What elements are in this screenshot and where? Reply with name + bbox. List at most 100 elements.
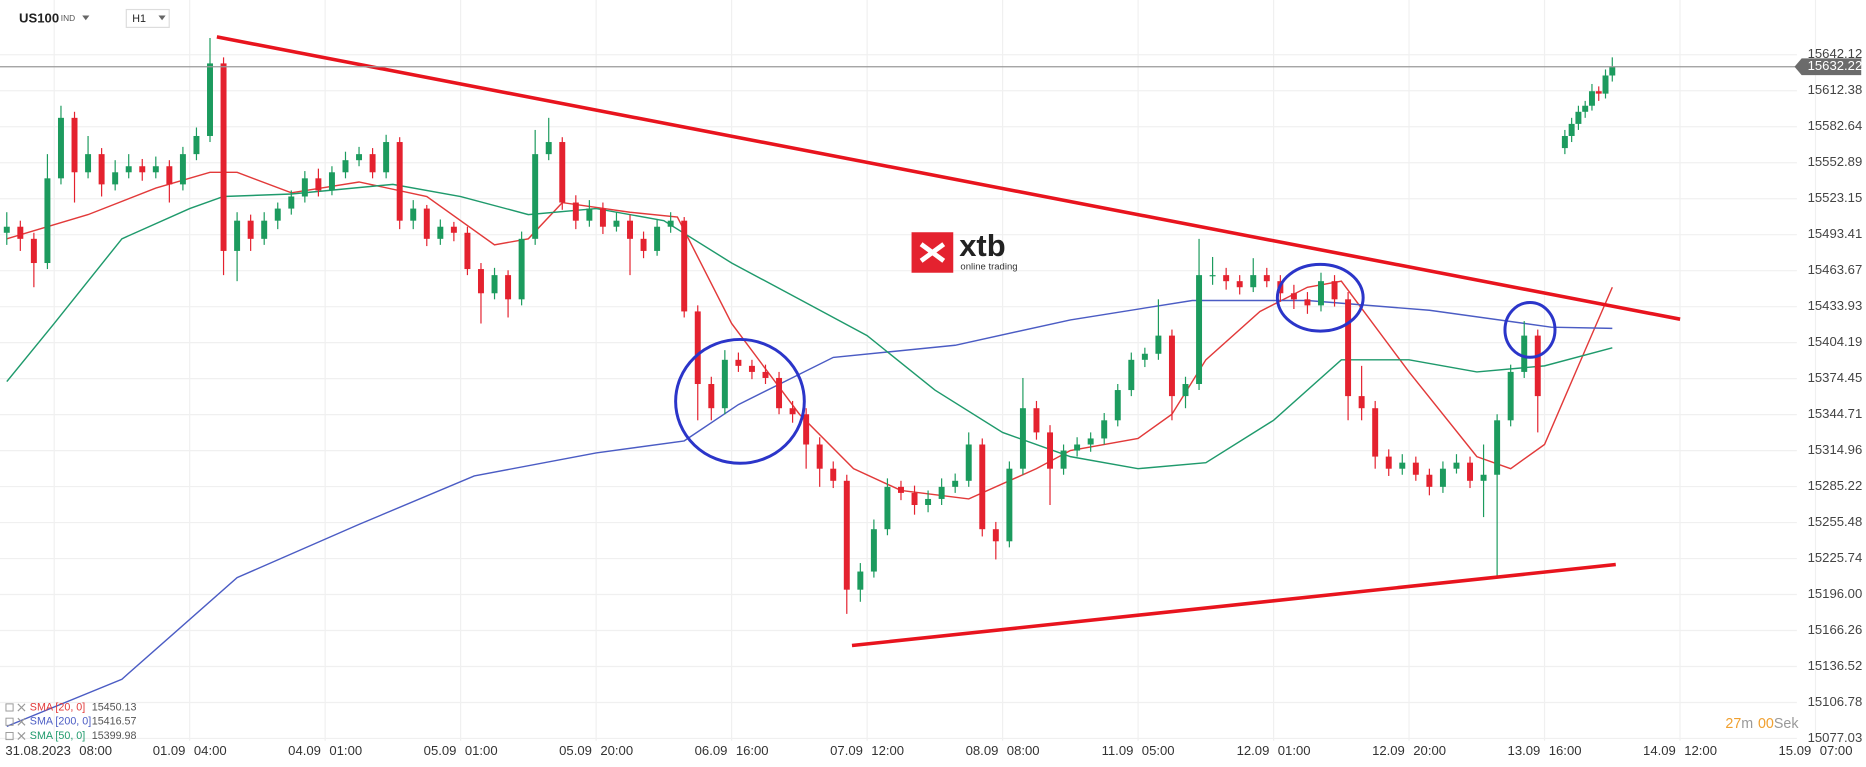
- candle-body: [505, 275, 512, 300]
- x-tick-label: 14.09 12:00: [1643, 743, 1717, 758]
- candle-body: [1372, 408, 1379, 457]
- x-tick-label: 01.09 04:00: [153, 743, 227, 758]
- y-tick-label: 15077.03: [1808, 730, 1863, 745]
- candle-body: [559, 142, 566, 203]
- legend-icon: [5, 717, 14, 726]
- legend-remove: [17, 717, 26, 726]
- candle-body: [3, 226, 10, 233]
- candle-body: [572, 202, 579, 221]
- y-tick-label: 15582.64: [1808, 118, 1863, 133]
- x-tick-label: 06.09 16:00: [695, 743, 769, 758]
- candle-body: [1345, 299, 1352, 397]
- candle-body: [1141, 353, 1148, 360]
- dropdown-arrow[interactable]: [158, 15, 166, 21]
- candle-body: [396, 142, 403, 221]
- timer: 27m 00Sek: [1725, 716, 1799, 732]
- x-tick-label: 05.09 20:00: [559, 743, 633, 758]
- candle-body: [1595, 91, 1602, 94]
- timer-text: 27m 00Sek: [1725, 716, 1799, 732]
- candle-body: [410, 208, 417, 221]
- candle-body: [1060, 450, 1067, 469]
- candle-body: [1521, 335, 1528, 372]
- indicators: [6, 171, 1613, 728]
- sma-line: [6, 299, 1613, 728]
- candle-body: [1453, 462, 1460, 469]
- y-tick-label: 15404.19: [1808, 334, 1863, 349]
- candle-body: [220, 63, 227, 251]
- candle-body: [667, 220, 674, 227]
- candle-body: [356, 154, 363, 161]
- x-tick-label: 08.09 08:00: [966, 743, 1040, 758]
- candle-body: [288, 196, 295, 209]
- x-tick-label: 31.08.2023 08:00: [5, 743, 112, 758]
- legend-name: SMA [200, 0]: [30, 716, 91, 728]
- dropdown-arrow[interactable]: [82, 15, 90, 21]
- sma-line: [6, 183, 1613, 470]
- candle-body: [125, 166, 132, 173]
- legend-value: 15416.57: [92, 716, 137, 728]
- y-tick-label: 15255.48: [1808, 514, 1863, 529]
- logo: xtb online trading: [911, 228, 1018, 273]
- candle-body: [450, 226, 457, 233]
- timeframe-box[interactable]: [125, 8, 170, 28]
- candle-body: [1168, 335, 1175, 397]
- candle-body: [748, 365, 755, 372]
- candle-body: [545, 142, 552, 155]
- candle-body: [1019, 408, 1026, 469]
- candle-body: [627, 220, 633, 239]
- candle-body: [938, 486, 945, 499]
- candle-body: [1575, 111, 1582, 124]
- market: IND: [61, 13, 75, 23]
- candle-body: [369, 154, 376, 173]
- x-tick-label: 11.09 05:00: [1102, 743, 1175, 758]
- candle-body: [654, 226, 661, 251]
- candle-body: [1399, 462, 1406, 469]
- candle-body: [816, 444, 823, 469]
- candle-body: [613, 220, 620, 227]
- symbol[interactable]: US100: [19, 11, 59, 26]
- candle-body: [207, 63, 213, 136]
- candle-body: [85, 154, 92, 173]
- candle-body: [112, 172, 119, 185]
- candles: [3, 37, 1616, 614]
- candle-body: [1331, 281, 1338, 300]
- legend-name: SMA [20, 0]: [30, 701, 85, 713]
- candle-body: [762, 371, 769, 378]
- candle-body: [1128, 359, 1135, 391]
- candle-body: [57, 117, 64, 179]
- candle-body: [1412, 462, 1419, 475]
- candle-body: [1318, 281, 1324, 306]
- highlight-circle: [1275, 262, 1365, 333]
- candle-body: [1507, 371, 1514, 421]
- candle-body: [911, 492, 918, 505]
- candle-body: [383, 142, 390, 173]
- candle-body: [247, 220, 254, 239]
- candle-body: [166, 166, 173, 185]
- candle-body: [423, 208, 430, 239]
- candle-body: [71, 117, 78, 173]
- x-tick-label: 07.09 12:00: [830, 743, 904, 758]
- candle-body: [830, 468, 837, 481]
- candle-body: [491, 275, 498, 294]
- timeframe[interactable]: H1: [132, 13, 146, 25]
- candle-body: [884, 486, 891, 530]
- logo-x: [919, 242, 946, 263]
- y-tick-label: 15493.41: [1808, 226, 1863, 241]
- axes: 15642.12 15612.38 15582.64 15552.89 15523.15…: [0, 46, 1862, 758]
- candle-body: [857, 571, 864, 590]
- candle-body: [1467, 462, 1474, 481]
- x-tick-label: 04.09 01:00: [288, 743, 362, 758]
- candle-body: [1494, 420, 1501, 475]
- candle-body: [261, 220, 268, 239]
- candle-body: [1439, 468, 1446, 487]
- y-tick-label: 15374.45: [1808, 370, 1863, 385]
- candle-body: [437, 226, 444, 239]
- candle-body: [640, 238, 647, 251]
- timer-unit: m: [1741, 716, 1753, 732]
- candle-body: [1602, 75, 1609, 94]
- candle-body: [1236, 281, 1243, 288]
- candle-body: [1209, 275, 1216, 277]
- timer-unit: Sek: [1774, 716, 1799, 732]
